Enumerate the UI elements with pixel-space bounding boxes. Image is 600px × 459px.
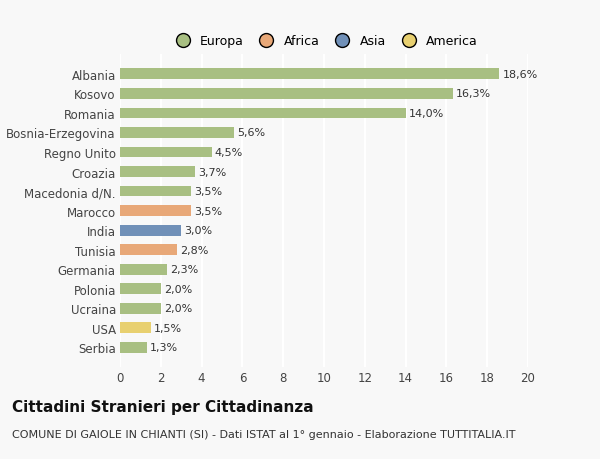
Text: 14,0%: 14,0% [409, 109, 444, 118]
Text: 2,3%: 2,3% [170, 265, 198, 274]
Bar [120, 245, 177, 256]
Bar [120, 206, 191, 217]
Bar [120, 108, 406, 119]
Legend: Europa, Africa, Asia, America: Europa, Africa, Asia, America [165, 30, 483, 53]
Text: 2,0%: 2,0% [164, 284, 192, 294]
Bar [120, 69, 499, 80]
Text: Cittadini Stranieri per Cittadinanza: Cittadini Stranieri per Cittadinanza [12, 399, 314, 414]
Text: 3,7%: 3,7% [199, 167, 227, 177]
Bar [120, 323, 151, 334]
Bar [120, 147, 212, 158]
Text: 16,3%: 16,3% [455, 89, 491, 99]
Bar [120, 284, 161, 295]
Text: 18,6%: 18,6% [502, 70, 538, 79]
Text: 3,5%: 3,5% [194, 187, 223, 196]
Text: 1,5%: 1,5% [154, 323, 182, 333]
Bar [120, 128, 234, 139]
Bar [120, 225, 181, 236]
Bar [120, 264, 167, 275]
Text: 3,5%: 3,5% [194, 206, 223, 216]
Bar [120, 186, 191, 197]
Bar [120, 89, 452, 100]
Text: 3,0%: 3,0% [184, 226, 212, 235]
Text: 5,6%: 5,6% [237, 128, 265, 138]
Text: 2,8%: 2,8% [180, 245, 209, 255]
Text: 2,0%: 2,0% [164, 304, 192, 313]
Bar [120, 167, 196, 178]
Bar [120, 303, 161, 314]
Text: 4,5%: 4,5% [215, 148, 243, 157]
Bar [120, 342, 146, 353]
Text: COMUNE DI GAIOLE IN CHIANTI (SI) - Dati ISTAT al 1° gennaio - Elaborazione TUTTI: COMUNE DI GAIOLE IN CHIANTI (SI) - Dati … [12, 429, 515, 439]
Text: 1,3%: 1,3% [149, 343, 178, 353]
